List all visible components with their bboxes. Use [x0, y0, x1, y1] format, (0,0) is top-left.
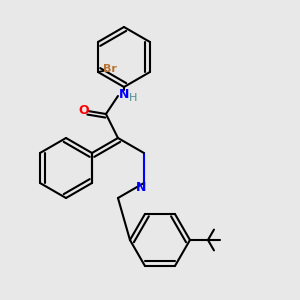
- Text: H: H: [129, 93, 138, 103]
- Text: N: N: [136, 181, 146, 194]
- Text: Br: Br: [103, 64, 117, 74]
- Text: N: N: [119, 88, 129, 101]
- Text: O: O: [78, 104, 89, 118]
